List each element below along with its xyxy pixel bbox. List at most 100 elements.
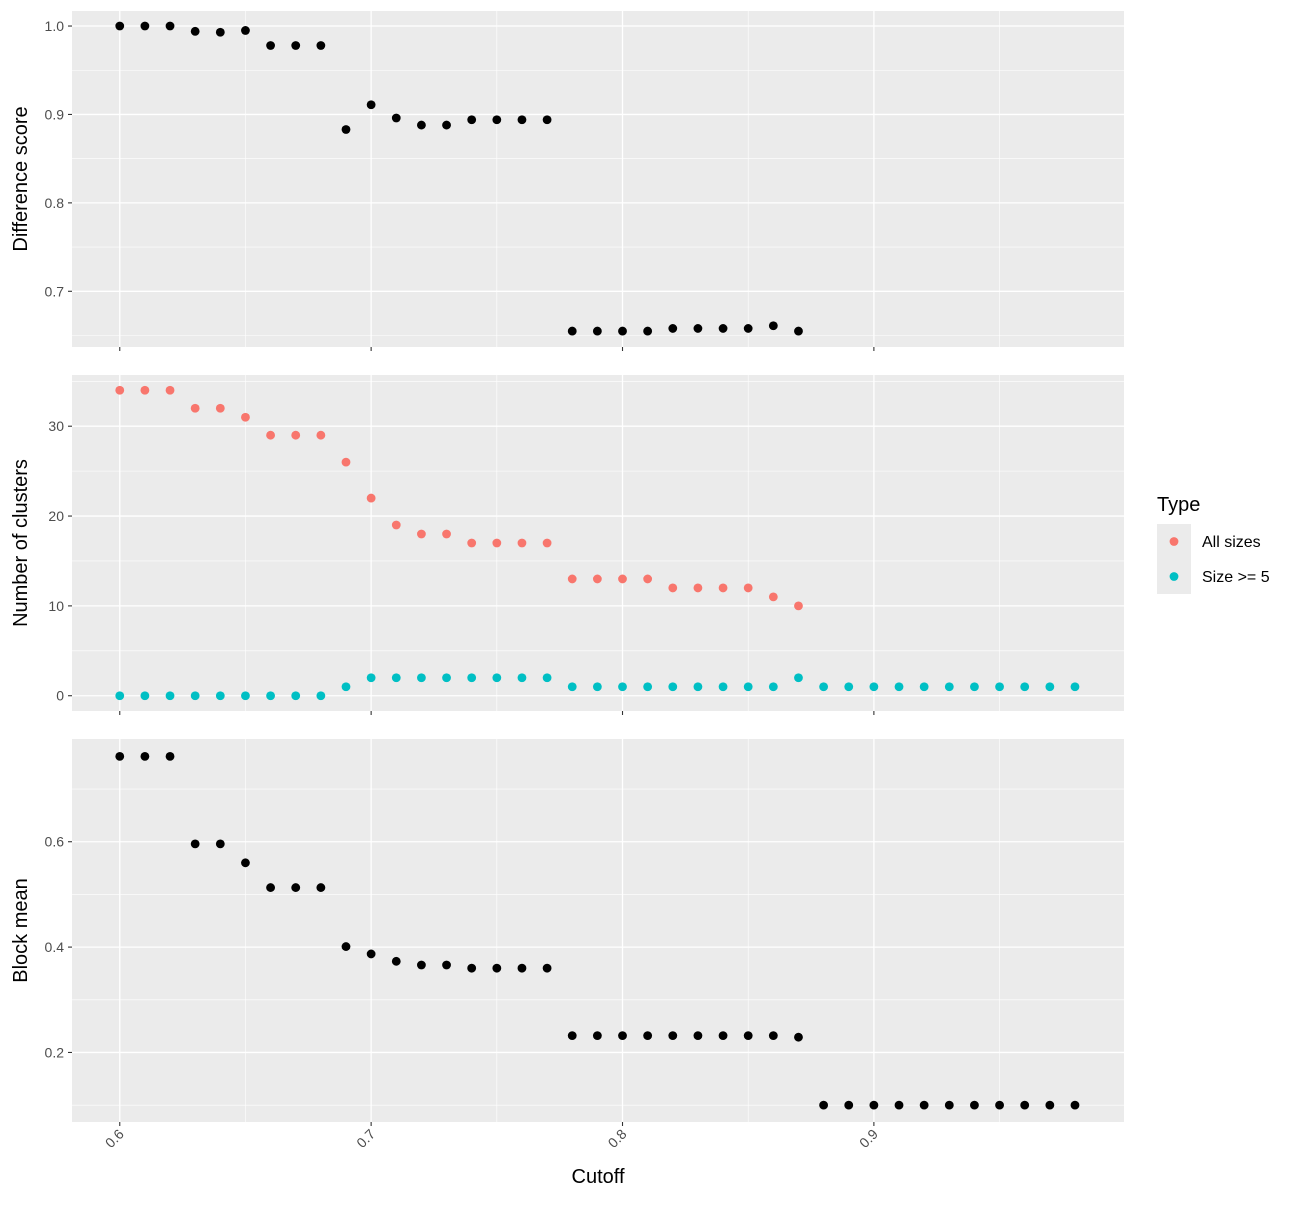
panel-1-series-1-point <box>542 115 552 125</box>
panel-1-y-tick-label: 0.9 <box>45 106 65 122</box>
panel-1-series-1-point <box>417 120 426 130</box>
panel-3-series-1-point <box>894 1100 904 1110</box>
panel-2-y-tick-label: 0 <box>56 688 64 704</box>
panel-1-series-1-point <box>341 125 351 134</box>
panel-3-background <box>72 739 1124 1122</box>
panel-3-series-1-point <box>1045 1100 1055 1110</box>
panel-2-series-2-point <box>718 682 728 692</box>
panel-2-series-2-point <box>768 682 778 692</box>
panel-2-series-2-point <box>643 682 653 692</box>
panel-2-series-1-point <box>442 529 451 539</box>
x-tick-label: 0.9 <box>856 1126 881 1151</box>
legend-key-1 <box>1169 537 1179 546</box>
panel-3-series-1-point <box>341 942 351 951</box>
panel-2-series-2-point <box>668 682 678 692</box>
panel-2-series-2-point <box>542 673 552 683</box>
panel-2-series-1-point <box>668 583 678 593</box>
panel-3-series-1-point <box>467 963 477 973</box>
panel-1-series-1-point <box>215 27 225 37</box>
panel-2-series-2-point <box>442 673 451 683</box>
panel-3-series-1-point <box>668 1031 678 1041</box>
panel-2-y-tick-label: 20 <box>48 508 64 524</box>
panel-2-series-1-point <box>743 583 753 593</box>
panel-3-series-1-point <box>165 751 175 761</box>
panel-3-series-1-point <box>919 1100 929 1110</box>
panel-2-series-2-point <box>115 691 125 701</box>
panel-2-series-1-point <box>567 574 577 584</box>
panel-3-series-1-point <box>215 839 225 849</box>
panel-3-series-1-point <box>643 1031 653 1041</box>
panel-1-series-1-point <box>794 326 803 336</box>
panel-2-series-2-point <box>517 673 527 683</box>
panel-2-series-1-point <box>115 385 125 395</box>
panel-1-series-1-point <box>567 326 577 336</box>
panel-2-series-2-point <box>165 691 175 701</box>
panel-2-series-2-point <box>944 682 954 692</box>
panel-3-series-1-point <box>592 1031 602 1041</box>
panel-3-series-1-point <box>869 1100 879 1110</box>
panel-2-series-1-point <box>492 538 502 548</box>
panel-2-series-2-point <box>1070 682 1080 692</box>
panel-2-series-1-point <box>165 385 175 395</box>
legend-title: Type <box>1157 494 1200 516</box>
panel-3-series-1-point <box>743 1031 753 1041</box>
panel-1-series-1-point <box>668 324 678 333</box>
panel-2-series-2-point <box>291 691 301 701</box>
panel-2-series-1-point <box>291 430 301 440</box>
panel-3-series-1-point <box>391 956 401 966</box>
panel-3-series-1-point <box>768 1031 778 1041</box>
panel-2-series-2-point <box>995 682 1004 692</box>
panel-3-series-1-point <box>492 963 502 973</box>
panel-2-series-2-point <box>894 682 904 692</box>
panel-1-series-1-point <box>115 21 125 31</box>
panel-2-series-1-point <box>467 538 477 548</box>
panel-2-series-2-point <box>492 673 502 683</box>
panel-1-series-1-point <box>718 324 728 333</box>
panel-2-series-2-point <box>215 691 225 701</box>
panel-3-series-1-point <box>995 1100 1004 1110</box>
panel-1-y-tick-label: 0.7 <box>45 283 65 299</box>
panel-2-series-2-point <box>190 691 200 701</box>
panel-2-series-1-point <box>391 520 401 530</box>
panel-2-background <box>72 375 1124 711</box>
panel-2-series-2-point <box>366 673 376 683</box>
panel-1-y-axis-title: Difference score <box>10 106 32 251</box>
panel-3-series-1-point <box>844 1100 854 1110</box>
panel-2-series-2-point <box>844 682 854 692</box>
panel-2-series-1-point <box>190 403 200 413</box>
panel-1-background <box>72 11 1124 347</box>
panel-1-series-1-point <box>768 321 778 331</box>
panel-3-series-1-point <box>542 963 552 973</box>
panel-2-series-2-point <box>794 673 803 683</box>
panel-3-series-1-point <box>1020 1100 1030 1110</box>
x-tick-label: 0.7 <box>353 1126 378 1151</box>
panel-2-series-1-point <box>341 457 351 467</box>
panel-3-series-1-point <box>291 883 301 892</box>
panel-3-series-1-point <box>970 1100 979 1110</box>
panel-1-y-tick-label: 1.0 <box>45 18 65 34</box>
panel-1-series-1-point <box>391 113 401 123</box>
legend-label-2: Size >= 5 <box>1202 569 1270 586</box>
panel-3-series-1-point <box>366 949 376 959</box>
panel-3-series-1-point <box>316 883 326 892</box>
panel-3-series-1-point <box>241 858 250 868</box>
panel-2-series-1-point <box>215 403 225 413</box>
panel-1-series-1-point <box>266 41 275 50</box>
panel-2-series-2-point <box>341 682 351 692</box>
panel-3-series-1-point <box>1070 1100 1080 1110</box>
panel-2-series-2-point <box>970 682 979 692</box>
panel-2-series-2-point <box>316 691 326 701</box>
panel-3-series-1-point <box>794 1032 803 1042</box>
panel-2-series-1-point <box>417 529 426 539</box>
x-tick-label: 0.6 <box>102 1126 127 1151</box>
panel-2-series-1-point <box>768 592 778 602</box>
panel-3-series-1-point <box>567 1031 577 1041</box>
panel-2-y-axis-title: Number of clusters <box>10 459 32 627</box>
legend-key-2 <box>1169 572 1179 581</box>
panel-2-series-1-point <box>542 538 552 548</box>
panel-1-series-1-point <box>743 324 753 333</box>
panel-2-series-2-point <box>567 682 577 692</box>
panel-1-series-1-point <box>643 326 653 336</box>
